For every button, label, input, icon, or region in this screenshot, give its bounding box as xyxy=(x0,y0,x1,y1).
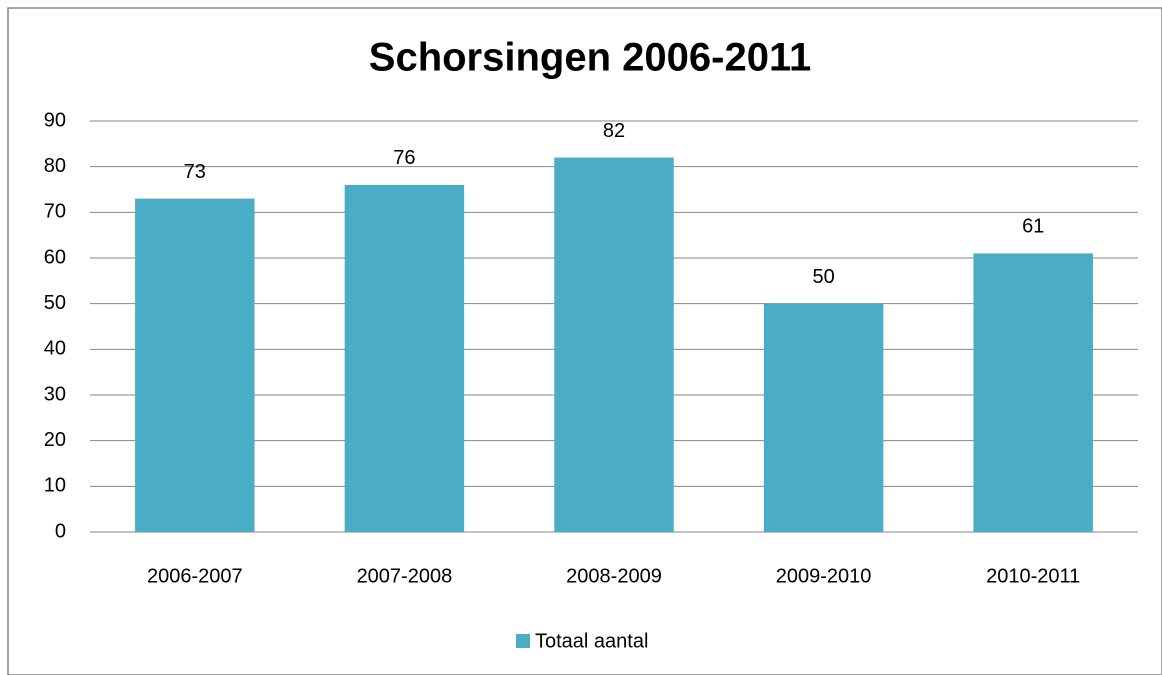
y-tick-label: 90 xyxy=(44,109,66,131)
bar xyxy=(973,253,1093,532)
bar xyxy=(763,303,884,532)
y-tick-label: 0 xyxy=(55,520,66,542)
y-tick-label: 10 xyxy=(44,475,66,497)
x-tick-label: 2008-2009 xyxy=(566,565,662,587)
bar xyxy=(554,157,674,533)
x-tick-label: 2009-2010 xyxy=(776,565,872,587)
y-tick-label: 80 xyxy=(44,155,66,177)
y-tick-label: 60 xyxy=(44,246,66,268)
x-tick-label: 2007-2008 xyxy=(357,565,453,587)
x-tick-label: 2010-2011 xyxy=(986,565,1080,587)
legend-label: Totaal aantal xyxy=(535,630,648,652)
data-label: 76 xyxy=(393,147,415,169)
data-label: 61 xyxy=(1022,216,1044,238)
bar xyxy=(135,198,255,532)
y-tick-label: 20 xyxy=(44,429,66,451)
x-tick-label: 2006-2007 xyxy=(147,565,243,587)
y-tick-label: 40 xyxy=(44,338,66,360)
chart-title: Schorsingen 2006-2011 xyxy=(369,36,811,80)
y-tick-label: 70 xyxy=(44,201,66,223)
data-label: 82 xyxy=(603,120,625,142)
data-label: 50 xyxy=(812,266,834,288)
y-tick-label: 30 xyxy=(44,383,66,405)
bar xyxy=(344,184,465,532)
y-tick-label: 50 xyxy=(44,292,66,314)
data-label: 73 xyxy=(184,161,206,183)
legend-swatch xyxy=(516,634,530,648)
